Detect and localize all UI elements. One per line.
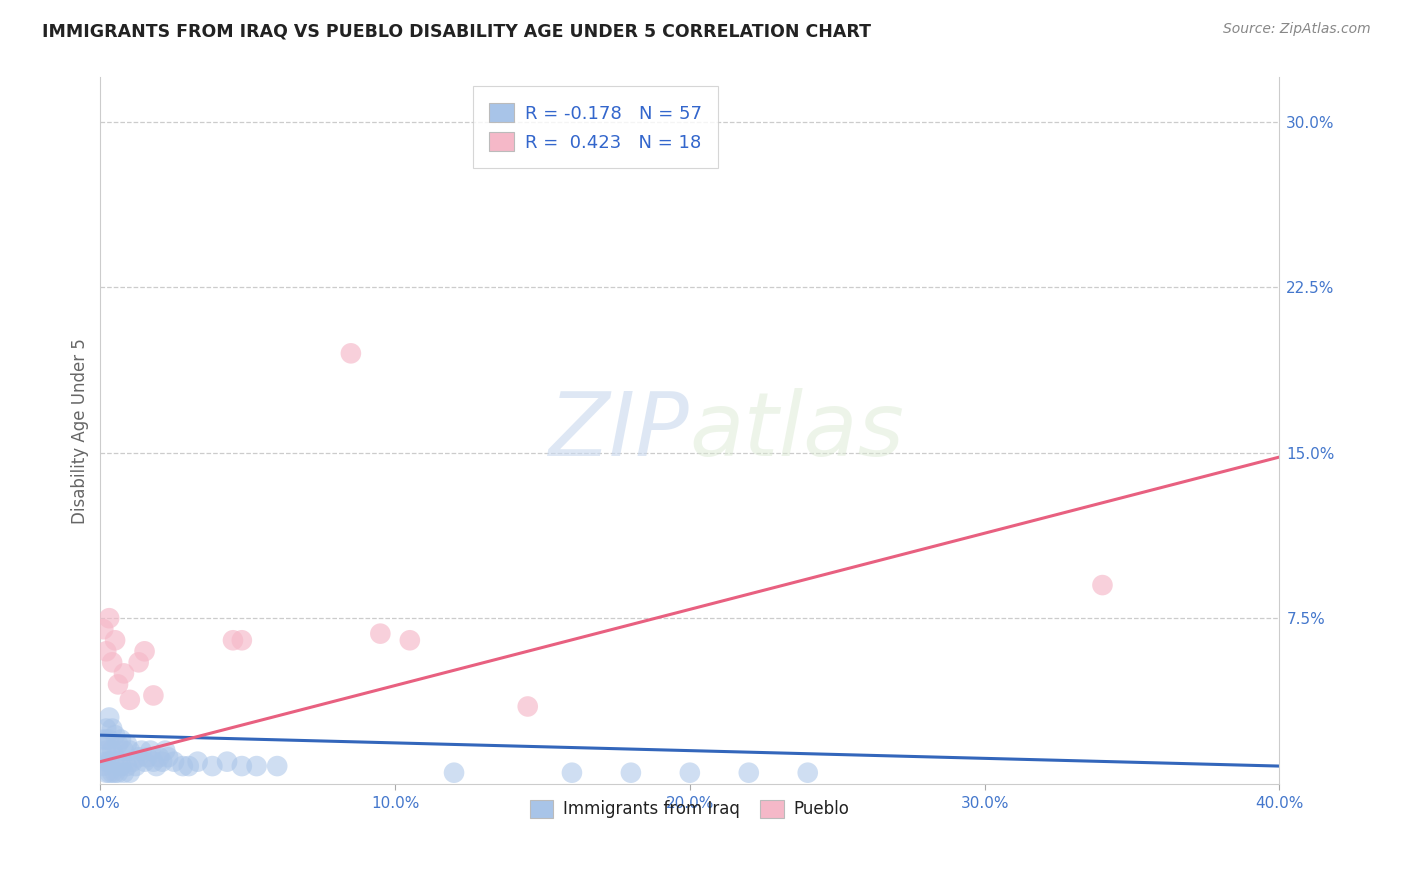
Point — [91, 732, 114, 747]
Point — [128, 750, 150, 764]
Point — [516, 699, 538, 714]
Point — [201, 759, 224, 773]
Point — [112, 666, 135, 681]
Point — [172, 759, 194, 773]
Point — [679, 765, 702, 780]
Point — [91, 622, 114, 636]
Point — [98, 732, 121, 747]
Point — [231, 633, 253, 648]
Point — [107, 765, 129, 780]
Point — [443, 765, 465, 780]
Text: ZIP: ZIP — [550, 388, 690, 474]
Point — [148, 750, 170, 764]
Point — [110, 759, 132, 773]
Point — [98, 765, 121, 780]
Point — [101, 722, 124, 736]
Text: IMMIGRANTS FROM IRAQ VS PUEBLO DISABILITY AGE UNDER 5 CORRELATION CHART: IMMIGRANTS FROM IRAQ VS PUEBLO DISABILIT… — [42, 22, 872, 40]
Text: atlas: atlas — [690, 388, 904, 474]
Point — [104, 728, 127, 742]
Point — [245, 759, 267, 773]
Point — [217, 755, 239, 769]
Point — [125, 759, 148, 773]
Point — [118, 693, 141, 707]
Point — [101, 656, 124, 670]
Point — [142, 755, 165, 769]
Point — [177, 759, 200, 773]
Point — [112, 744, 135, 758]
Point — [96, 744, 118, 758]
Point — [796, 765, 818, 780]
Point — [96, 765, 118, 780]
Y-axis label: Disability Age Under 5: Disability Age Under 5 — [72, 338, 89, 524]
Point — [98, 611, 121, 625]
Point — [131, 744, 153, 758]
Point — [139, 744, 162, 758]
Point — [96, 755, 118, 769]
Point — [115, 737, 138, 751]
Point — [370, 626, 392, 640]
Point — [118, 765, 141, 780]
Point — [98, 755, 121, 769]
Point — [398, 633, 420, 648]
Text: Source: ZipAtlas.com: Source: ZipAtlas.com — [1223, 22, 1371, 37]
Legend: Immigrants from Iraq, Pueblo: Immigrants from Iraq, Pueblo — [523, 793, 856, 825]
Point — [266, 759, 288, 773]
Point — [98, 710, 121, 724]
Point — [115, 759, 138, 773]
Point — [104, 633, 127, 648]
Point — [121, 755, 143, 769]
Point — [738, 765, 761, 780]
Point — [142, 689, 165, 703]
Point — [118, 744, 141, 758]
Point — [163, 755, 186, 769]
Point — [96, 732, 118, 747]
Point — [340, 346, 363, 360]
Point — [107, 677, 129, 691]
Point — [107, 737, 129, 751]
Point — [107, 755, 129, 769]
Point — [110, 732, 132, 747]
Point — [101, 744, 124, 758]
Point — [136, 750, 159, 764]
Point — [187, 755, 209, 769]
Point — [134, 644, 156, 658]
Point — [134, 755, 156, 769]
Point — [101, 765, 124, 780]
Point — [620, 765, 643, 780]
Point — [150, 755, 173, 769]
Point — [222, 633, 245, 648]
Point — [91, 759, 114, 773]
Point — [1091, 578, 1114, 592]
Point — [153, 744, 176, 758]
Point — [157, 750, 180, 764]
Point — [561, 765, 583, 780]
Point — [231, 759, 253, 773]
Point — [96, 722, 118, 736]
Point — [96, 644, 118, 658]
Point — [145, 759, 167, 773]
Point — [112, 765, 135, 780]
Point — [104, 750, 127, 764]
Point — [91, 750, 114, 764]
Point — [104, 765, 127, 780]
Point — [128, 656, 150, 670]
